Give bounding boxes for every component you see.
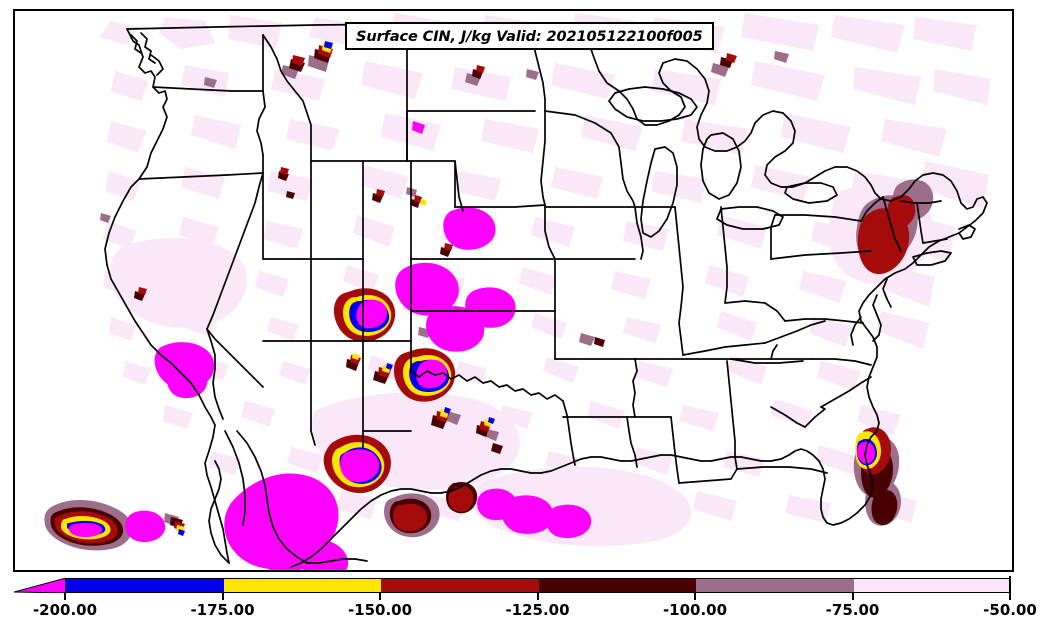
colorbar-tick-label: -50.00 (983, 601, 1037, 619)
colorbar-tick (1009, 593, 1011, 600)
cin-contour-map[interactable] (15, 11, 1012, 570)
colorbar-band-dark-maroon (538, 579, 696, 592)
colorbar-tick-label: -200.00 (32, 601, 98, 619)
colorbar-tick-label: -125.00 (505, 601, 570, 619)
map-panel[interactable]: Surface CIN, J/kg Valid: 202105122100f00… (13, 9, 1014, 572)
colorbar-band-yellow (223, 579, 381, 592)
colorbar-band-mauve (696, 579, 854, 592)
colorbar-tick-label: -150.00 (347, 601, 413, 619)
colorbar-band-pale-lavender (853, 579, 1009, 592)
map-title-plaque: Surface CIN, J/kg Valid: 202105122100f00… (345, 22, 714, 50)
colorbar[interactable]: -200.00 -175.00 -150.00 -125.00 -100.00 -75.0… (0, 572, 1044, 632)
colorbar-under-arrow (14, 578, 66, 593)
colorbar-tick (851, 593, 854, 600)
colorbar-band-blue (66, 579, 224, 592)
colorbar-tick (379, 593, 381, 600)
colorbar-gradient[interactable] (65, 578, 1010, 593)
colorbar-band-brick-red (381, 579, 539, 592)
cin-band-magenta (68, 121, 875, 570)
map-geography (104, 22, 988, 568)
colorbar-tick-label: -75.00 (825, 601, 880, 619)
colorbar-tick (221, 593, 224, 600)
page-title: Surface CIN, J/kg Valid: 202105122100f00… (356, 29, 703, 45)
colorbar-tick-label: -175.00 (190, 601, 255, 619)
colorbar-tick (536, 593, 539, 600)
colorbar-tick (64, 593, 66, 600)
colorbar-tick (694, 593, 696, 600)
colorbar-tick-label: -100.00 (662, 601, 728, 619)
colorbar-end-cap (1009, 576, 1011, 595)
